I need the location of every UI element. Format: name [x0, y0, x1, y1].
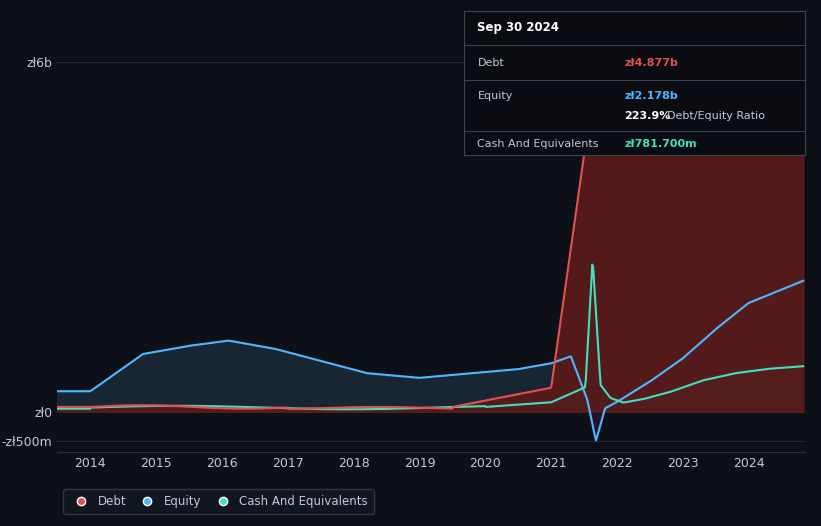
Text: Cash And Equivalents: Cash And Equivalents	[478, 138, 599, 149]
Text: Debt: Debt	[478, 57, 504, 68]
Text: zł4.877b: zł4.877b	[624, 57, 678, 68]
Text: Equity: Equity	[478, 91, 513, 101]
Text: zł781.700m: zł781.700m	[624, 138, 697, 149]
Text: Sep 30 2024: Sep 30 2024	[478, 22, 559, 34]
Legend: Debt, Equity, Cash And Equivalents: Debt, Equity, Cash And Equivalents	[63, 489, 374, 514]
Text: 223.9%: 223.9%	[624, 111, 671, 121]
Text: zł2.178b: zł2.178b	[624, 91, 678, 101]
Text: Debt/Equity Ratio: Debt/Equity Ratio	[667, 111, 764, 121]
